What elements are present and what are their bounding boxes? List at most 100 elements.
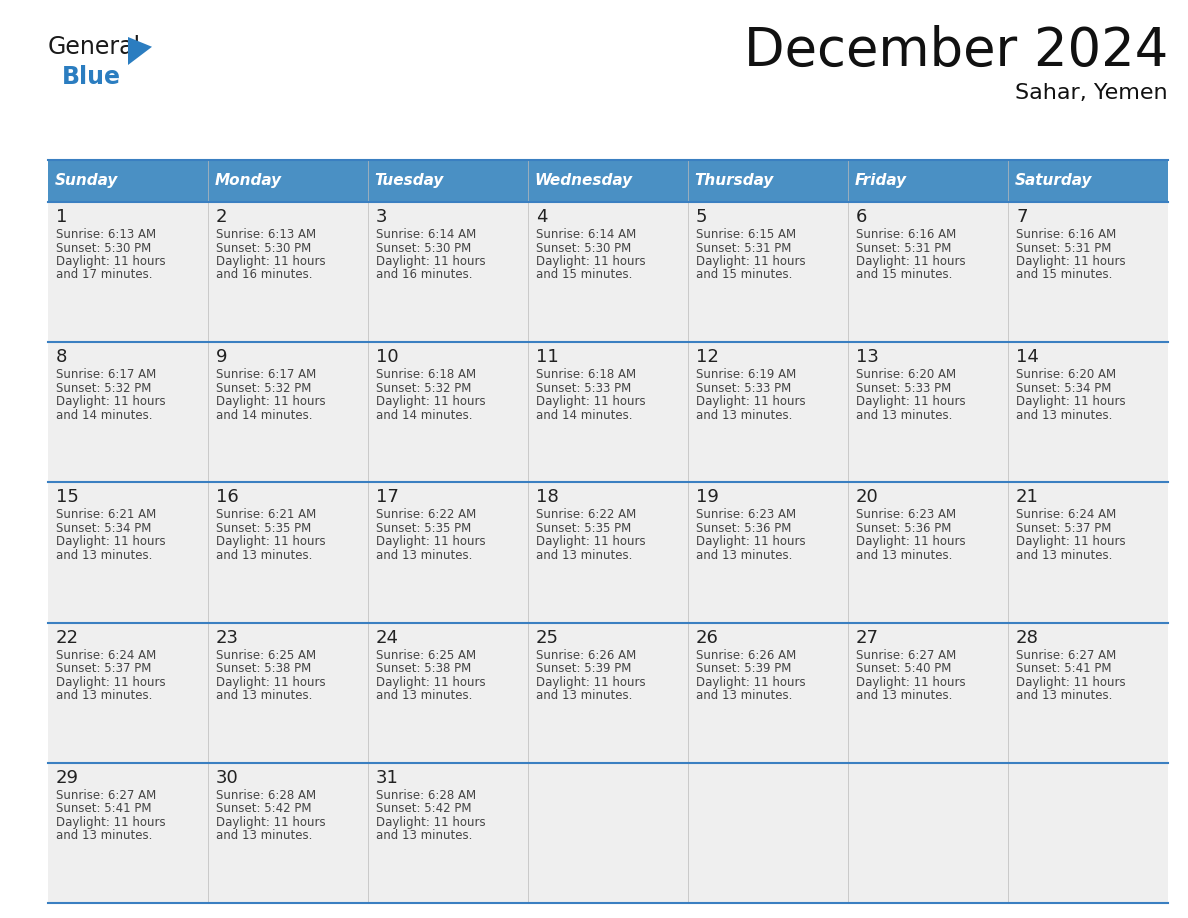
Text: Daylight: 11 hours: Daylight: 11 hours: [375, 396, 486, 409]
Text: Daylight: 11 hours: Daylight: 11 hours: [56, 255, 165, 268]
Text: Sunrise: 6:17 AM: Sunrise: 6:17 AM: [216, 368, 316, 381]
Text: Sunrise: 6:28 AM: Sunrise: 6:28 AM: [216, 789, 316, 801]
Bar: [527, 342, 688, 482]
Text: Monday: Monday: [214, 174, 282, 188]
Text: Sunset: 5:39 PM: Sunset: 5:39 PM: [696, 662, 791, 675]
Polygon shape: [128, 37, 152, 65]
Bar: [1007, 763, 1168, 903]
Text: Sunrise: 6:24 AM: Sunrise: 6:24 AM: [56, 649, 157, 662]
Text: and 13 minutes.: and 13 minutes.: [536, 689, 632, 702]
Text: Sunrise: 6:13 AM: Sunrise: 6:13 AM: [56, 228, 156, 241]
Text: Sunset: 5:32 PM: Sunset: 5:32 PM: [56, 382, 151, 395]
Text: Sunrise: 6:22 AM: Sunrise: 6:22 AM: [375, 509, 476, 521]
Bar: [1007, 342, 1168, 482]
Text: Daylight: 11 hours: Daylight: 11 hours: [696, 676, 805, 688]
Text: and 13 minutes.: and 13 minutes.: [696, 689, 792, 702]
Text: Sunrise: 6:14 AM: Sunrise: 6:14 AM: [536, 228, 637, 241]
Text: and 14 minutes.: and 14 minutes.: [56, 409, 152, 421]
Text: Daylight: 11 hours: Daylight: 11 hours: [375, 535, 486, 548]
Text: Sunrise: 6:13 AM: Sunrise: 6:13 AM: [216, 228, 316, 241]
Text: 17: 17: [375, 488, 399, 507]
Text: Daylight: 11 hours: Daylight: 11 hours: [375, 255, 486, 268]
Text: and 17 minutes.: and 17 minutes.: [56, 268, 152, 282]
Text: Daylight: 11 hours: Daylight: 11 hours: [696, 255, 805, 268]
Text: Sunset: 5:31 PM: Sunset: 5:31 PM: [857, 241, 952, 254]
Text: and 13 minutes.: and 13 minutes.: [857, 549, 953, 562]
Bar: [368, 202, 527, 342]
Text: Sunset: 5:33 PM: Sunset: 5:33 PM: [857, 382, 952, 395]
Text: and 13 minutes.: and 13 minutes.: [696, 409, 792, 421]
Bar: [1007, 482, 1168, 622]
Text: 22: 22: [56, 629, 78, 646]
Text: 7: 7: [1016, 208, 1028, 226]
Text: 5: 5: [696, 208, 708, 226]
Text: Sunset: 5:32 PM: Sunset: 5:32 PM: [216, 382, 311, 395]
Text: Daylight: 11 hours: Daylight: 11 hours: [696, 396, 805, 409]
Text: and 13 minutes.: and 13 minutes.: [536, 549, 632, 562]
Text: Sunrise: 6:22 AM: Sunrise: 6:22 AM: [536, 509, 637, 521]
Bar: [688, 202, 848, 342]
Text: and 13 minutes.: and 13 minutes.: [56, 689, 152, 702]
Bar: [208, 482, 368, 622]
Text: and 13 minutes.: and 13 minutes.: [696, 549, 792, 562]
Text: and 13 minutes.: and 13 minutes.: [1016, 409, 1112, 421]
Text: 2: 2: [216, 208, 227, 226]
Text: and 15 minutes.: and 15 minutes.: [857, 268, 953, 282]
Bar: [688, 482, 848, 622]
Text: Sunset: 5:34 PM: Sunset: 5:34 PM: [1016, 382, 1112, 395]
Text: Daylight: 11 hours: Daylight: 11 hours: [375, 676, 486, 688]
Text: Saturday: Saturday: [1015, 174, 1092, 188]
Text: Daylight: 11 hours: Daylight: 11 hours: [1016, 255, 1125, 268]
Bar: [848, 342, 1007, 482]
Bar: [368, 482, 527, 622]
Text: Sunset: 5:30 PM: Sunset: 5:30 PM: [56, 241, 151, 254]
Text: and 13 minutes.: and 13 minutes.: [375, 549, 473, 562]
Text: Wednesday: Wednesday: [535, 174, 632, 188]
Bar: [688, 622, 848, 763]
Text: Daylight: 11 hours: Daylight: 11 hours: [857, 535, 966, 548]
Bar: [848, 202, 1007, 342]
Bar: [848, 622, 1007, 763]
Text: Sunset: 5:36 PM: Sunset: 5:36 PM: [857, 522, 952, 535]
Text: Daylight: 11 hours: Daylight: 11 hours: [857, 676, 966, 688]
Bar: [848, 763, 1007, 903]
Text: Sunset: 5:35 PM: Sunset: 5:35 PM: [536, 522, 631, 535]
Bar: [48, 202, 208, 342]
Text: Daylight: 11 hours: Daylight: 11 hours: [857, 396, 966, 409]
Text: 27: 27: [857, 629, 879, 646]
Bar: [527, 763, 688, 903]
Text: Sunrise: 6:21 AM: Sunrise: 6:21 AM: [56, 509, 157, 521]
Text: 1: 1: [56, 208, 68, 226]
Text: 9: 9: [216, 348, 227, 366]
Text: 30: 30: [216, 768, 239, 787]
Text: 13: 13: [857, 348, 879, 366]
Text: Daylight: 11 hours: Daylight: 11 hours: [216, 676, 326, 688]
Bar: [688, 763, 848, 903]
Text: Sunrise: 6:20 AM: Sunrise: 6:20 AM: [1016, 368, 1116, 381]
Text: Daylight: 11 hours: Daylight: 11 hours: [857, 255, 966, 268]
Text: 12: 12: [696, 348, 719, 366]
Text: December 2024: December 2024: [744, 25, 1168, 77]
Text: 20: 20: [857, 488, 879, 507]
Text: Blue: Blue: [62, 65, 121, 89]
Bar: [208, 342, 368, 482]
Text: Sunset: 5:42 PM: Sunset: 5:42 PM: [216, 802, 311, 815]
Text: Sunrise: 6:18 AM: Sunrise: 6:18 AM: [375, 368, 476, 381]
Text: Tuesday: Tuesday: [374, 174, 444, 188]
Text: and 16 minutes.: and 16 minutes.: [216, 268, 312, 282]
Text: 24: 24: [375, 629, 399, 646]
Text: Daylight: 11 hours: Daylight: 11 hours: [56, 396, 165, 409]
Text: 14: 14: [1016, 348, 1038, 366]
Text: and 14 minutes.: and 14 minutes.: [216, 409, 312, 421]
Text: Sunrise: 6:25 AM: Sunrise: 6:25 AM: [216, 649, 316, 662]
Text: and 13 minutes.: and 13 minutes.: [1016, 549, 1112, 562]
Text: Sahar, Yemen: Sahar, Yemen: [1016, 83, 1168, 103]
Text: and 13 minutes.: and 13 minutes.: [375, 689, 473, 702]
Text: and 13 minutes.: and 13 minutes.: [216, 549, 312, 562]
Bar: [48, 763, 208, 903]
Text: Sunset: 5:37 PM: Sunset: 5:37 PM: [56, 662, 151, 675]
Text: 19: 19: [696, 488, 719, 507]
Text: and 13 minutes.: and 13 minutes.: [216, 829, 312, 843]
Text: Daylight: 11 hours: Daylight: 11 hours: [216, 255, 326, 268]
Text: Sunrise: 6:27 AM: Sunrise: 6:27 AM: [56, 789, 157, 801]
